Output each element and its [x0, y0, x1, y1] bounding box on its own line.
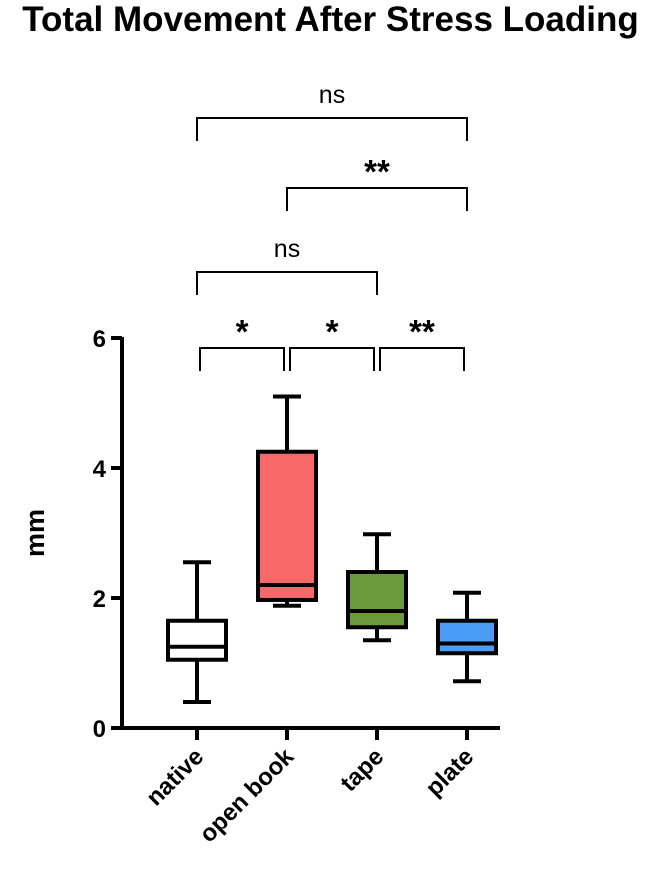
x-tick-label: native — [141, 743, 209, 811]
box-iqr — [256, 449, 318, 602]
significance-label: ** — [364, 153, 390, 190]
significance-bracket — [379, 347, 465, 371]
box-iqr — [166, 618, 228, 662]
chart-title: Total Movement After Stress Loading — [22, 0, 639, 39]
significance-bracket — [289, 347, 375, 371]
box-iqr — [346, 570, 408, 630]
y-tick-label: 2 — [93, 586, 106, 613]
box-iqr — [436, 618, 498, 656]
x-tick-label: open book — [194, 743, 299, 848]
significance-label: ** — [409, 313, 435, 350]
x-tick-label: plate — [421, 743, 480, 802]
y-tick-label: 4 — [93, 456, 107, 483]
y-tick-label: 0 — [93, 716, 106, 743]
significance-label: * — [236, 313, 249, 350]
significance-label: ns — [274, 235, 300, 263]
significance-label: ns — [319, 81, 345, 109]
significance-label: * — [326, 313, 339, 350]
y-axis-label: mm — [20, 509, 50, 557]
significance-bracket — [199, 347, 285, 371]
y-tick-label: 6 — [93, 326, 106, 353]
x-tick-label: tape — [335, 743, 389, 797]
significance-bracket — [286, 187, 468, 211]
significance-bracket — [196, 271, 378, 295]
significance-bracket — [196, 117, 468, 141]
